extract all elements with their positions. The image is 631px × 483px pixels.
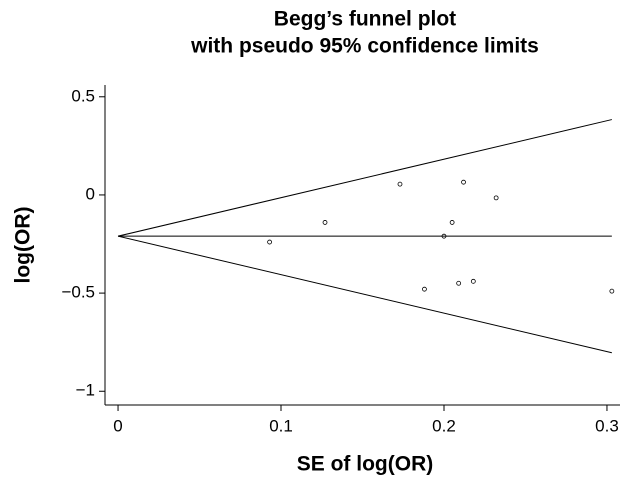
point <box>493 195 499 201</box>
point <box>470 278 476 284</box>
chart-title: Begg’s funnel plot <box>274 8 456 31</box>
point <box>267 239 273 245</box>
x-axis-label: SE of log(OR) <box>297 453 433 476</box>
point <box>456 280 462 286</box>
funnel-line <box>117 235 612 354</box>
x-tick-label: 0.1 <box>269 416 293 435</box>
y-tick-label: −1 <box>76 381 95 400</box>
x-tick-label: 0.3 <box>595 416 619 435</box>
point <box>461 179 466 185</box>
y-tick-label: −0.5 <box>61 283 95 302</box>
x-tick-label: 0 <box>113 416 122 435</box>
y-axis-label: log(OR) <box>12 207 35 284</box>
point <box>609 288 615 294</box>
chart-title: with pseudo 95% confidence limits <box>190 35 539 58</box>
funnel-line <box>117 119 612 237</box>
point <box>322 220 328 225</box>
point <box>397 181 403 187</box>
y-tick-label: 0 <box>86 184 95 203</box>
y-tick-label: 0.5 <box>71 86 95 105</box>
x-tick-label: 0.2 <box>432 416 456 435</box>
point <box>449 220 455 225</box>
point <box>441 233 447 239</box>
point <box>422 286 427 292</box>
